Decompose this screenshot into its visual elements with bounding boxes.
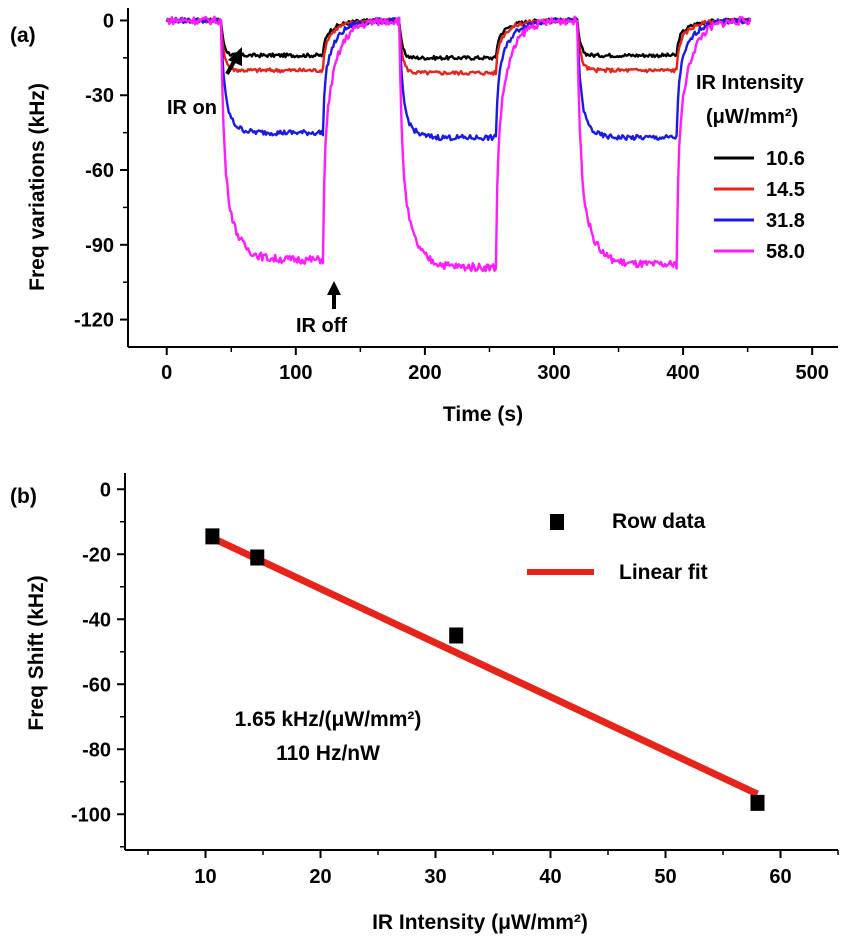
x-tick-label: 50 — [654, 866, 676, 888]
series-line-14.5 — [167, 19, 751, 75]
panel-b-x-ticks: 10 20 30 40 50 60 — [148, 850, 838, 888]
panel-b-x-axis-title: IR Intensity (μW/mm²) — [372, 911, 588, 934]
y-tick-label: -60 — [82, 674, 111, 696]
legend-label-31.8: 31.8 — [766, 210, 805, 232]
legend-title-line2: (μW/mm²) — [706, 106, 798, 128]
legend-items: 10.6 14.5 31.8 58.0 — [714, 148, 805, 263]
panel-a-x-ticks: 0 100 200 300 400 500 — [161, 347, 829, 384]
x-tick-label: 0 — [161, 362, 172, 384]
y-tick-label: 0 — [100, 479, 111, 501]
y-tick-label: -100 — [71, 804, 111, 826]
panel-a-x-axis-title: Time (s) — [443, 403, 523, 426]
panel-b-label: (b) — [10, 485, 37, 508]
y-tick-label: -80 — [82, 739, 111, 761]
panel-b-legend: Row data Linear fit — [527, 510, 708, 584]
y-tick-label: 0 — [103, 10, 114, 32]
data-point — [250, 550, 264, 566]
legend-row-data-label: Row data — [612, 510, 706, 533]
panel-a-y-ticks: 0 -30 -60 -90 -120 — [74, 10, 128, 331]
data-point — [205, 528, 219, 544]
legend-label-58.0: 58.0 — [766, 241, 805, 263]
panel-a-legend: IR Intensity (μW/mm²) 10.6 14.5 31.8 58.0 — [696, 72, 805, 263]
x-tick-label: 40 — [539, 866, 561, 888]
panel-b-chart: (b) 10 20 30 40 50 60 0 -20 -40 -60 -80 -100 IR In… — [10, 473, 838, 934]
x-tick-label: 10 — [194, 866, 216, 888]
x-tick-label: 300 — [537, 362, 570, 384]
panel-b-y-axis-title: Freq Shift (kHz) — [25, 575, 48, 730]
y-tick-label: -30 — [85, 85, 114, 107]
panel-a-label: (a) — [10, 24, 36, 47]
y-tick-label: -60 — [85, 160, 114, 182]
x-tick-label: 20 — [309, 866, 331, 888]
legend-label-10.6: 10.6 — [766, 148, 805, 170]
x-tick-label: 100 — [279, 362, 312, 384]
sensitivity-annotation: 1.65 kHz/(μW/mm²) — [235, 708, 422, 731]
legend-linear-fit-label: Linear fit — [619, 561, 708, 584]
y-tick-label: -20 — [82, 544, 111, 566]
panel-a-chart: (a) 0 100 200 300 400 500 0 -30 -60 -90 -120 Time… — [10, 8, 838, 426]
data-point — [751, 795, 765, 811]
panel-b-y-ticks: 0 -20 -40 -60 -80 -100 — [71, 479, 125, 847]
panel-a-series-group — [167, 17, 751, 271]
y-tick-label: -90 — [85, 235, 114, 257]
panel-a-y-axis-title: Freq variations (kHz) — [26, 83, 49, 291]
ir-off-label: IR off — [296, 315, 347, 337]
y-tick-label: -120 — [74, 310, 114, 332]
y-tick-label: -40 — [82, 609, 111, 631]
x-tick-label: 60 — [769, 866, 791, 888]
x-tick-label: 400 — [666, 362, 699, 384]
ir-off-arrow — [327, 281, 341, 309]
legend-row-data-marker — [550, 514, 564, 530]
legend-title-line1: IR Intensity — [696, 72, 805, 94]
ir-on-label: IR on — [167, 97, 217, 119]
series-line-10.6 — [167, 19, 751, 60]
series-line-31.8 — [167, 18, 751, 140]
sensitivity-annotation-2: 110 Hz/nW — [276, 742, 380, 765]
x-tick-label: 200 — [408, 362, 441, 384]
legend-label-14.5: 14.5 — [766, 179, 805, 201]
x-tick-label: 30 — [424, 866, 446, 888]
data-point — [449, 628, 463, 644]
x-tick-label: 500 — [795, 362, 828, 384]
